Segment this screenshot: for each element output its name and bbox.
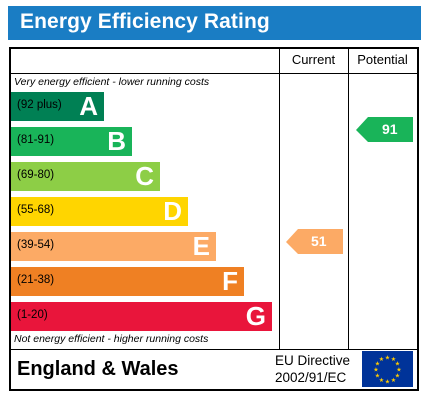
svg-text:★: ★ [379,356,384,363]
footer-divider [11,349,417,350]
svg-text:★: ★ [373,367,378,374]
current-column-header: Current [291,52,336,67]
band-c-letter: C [135,161,154,191]
header-bar: Energy Efficiency Rating [8,6,421,40]
header-row-divider [11,73,417,74]
column-divider-potential [348,49,349,350]
band-a-range: (92 plus) [17,99,62,111]
band-g-range: (1-20) [17,309,48,321]
svg-text:★: ★ [391,356,396,363]
caption-bottom: Not energy efficient - higher running co… [14,333,209,345]
svg-text:★: ★ [375,373,380,380]
current-arrow-shape [286,229,343,254]
eu-directive-line2: 2002/91/EC [275,370,347,385]
band-b-range: (81-91) [17,134,55,146]
band-a-letter: A [79,91,98,121]
svg-text:★: ★ [379,377,384,384]
svg-text:★: ★ [395,361,400,368]
band-a: (92 plus) A [11,91,104,121]
band-c: (69-80) C [11,161,160,191]
svg-text:★: ★ [395,373,400,380]
band-d: (55-68) D [11,196,188,226]
band-f-range: (21-38) [17,274,55,286]
band-d-letter: D [163,196,182,226]
potential-rating-value: 91 [382,121,398,137]
band-d-range: (55-68) [17,204,55,216]
band-e: (39-54) E [11,231,216,261]
potential-arrow-shape [356,117,413,142]
region-label: England & Wales [17,358,179,380]
band-g-letter: G [245,301,266,331]
svg-text:★: ★ [375,361,380,368]
rating-table: Current Potential Very energy efficient … [9,47,419,391]
current-rating-arrow [286,229,343,254]
column-divider-current [279,49,280,350]
eu-flag-icon: ★ ★ ★ ★ ★ ★ ★ ★ ★ ★ ★ ★ [362,351,413,387]
band-b-letter: B [107,126,126,156]
band-f: (21-38) F [11,266,244,296]
svg-text:★: ★ [391,377,396,384]
band-f-letter: F [222,266,238,296]
band-e-letter: E [192,231,210,261]
band-c-range: (69-80) [17,169,55,181]
svg-text:★: ★ [396,367,401,374]
current-rating-value: 51 [311,233,327,249]
caption-top: Very energy efficient - lower running co… [14,76,210,88]
potential-rating-arrow [356,117,413,142]
svg-text:★: ★ [385,379,390,386]
potential-column-header: Potential [357,52,408,67]
band-e-range: (39-54) [17,239,55,251]
band-b: (81-91) B [11,126,132,156]
eu-directive-line1: EU Directive [275,353,351,368]
svg-text:★: ★ [385,355,390,362]
band-g: (1-20) G [11,301,272,331]
page-title: Energy Efficiency Rating [20,10,270,33]
